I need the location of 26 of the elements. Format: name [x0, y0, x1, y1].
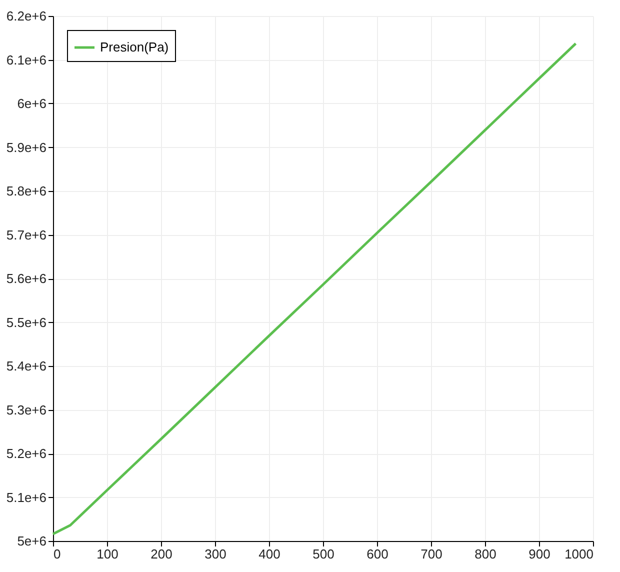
- x-tick-label: 0: [54, 546, 61, 562]
- x-tick-label: 100: [96, 546, 118, 562]
- y-tick-label: 5.7e+6: [6, 227, 46, 242]
- x-tick-label: 700: [420, 546, 442, 562]
- y-tick-label: 5.5e+6: [6, 314, 46, 330]
- y-tick-label: 5.2e+6: [6, 446, 46, 461]
- x-tick-label: 500: [312, 546, 334, 562]
- x-tick-label: 600: [366, 546, 388, 562]
- line-series: [52, 42, 577, 536]
- x-tick-label: 200: [150, 546, 172, 562]
- y-tick-label: 5.9e+6: [6, 140, 46, 155]
- y-tick-label: 6e+6: [17, 96, 46, 111]
- legend-label: Presion(Pa): [100, 40, 169, 54]
- y-tick-label: 5.4e+6: [6, 358, 46, 374]
- y-tick-label: 5.1e+6: [6, 490, 46, 505]
- x-tick-label: 400: [258, 546, 280, 562]
- x-tick-label: 300: [204, 546, 226, 562]
- y-tick-label: 5.6e+6: [6, 271, 46, 286]
- y-tick-label: 5.8e+6: [6, 184, 46, 198]
- x-tick-label: 1000: [564, 546, 594, 562]
- y-tick-label: 6.1e+6: [6, 52, 46, 68]
- y-tick-label: 6.2e+6: [6, 8, 46, 24]
- x-tick-label: 800: [474, 546, 496, 562]
- y-tick-label: 5.3e+6: [6, 402, 46, 418]
- x-tick-label: 900: [528, 546, 550, 562]
- y-tick-label: 5e+6: [17, 534, 46, 548]
